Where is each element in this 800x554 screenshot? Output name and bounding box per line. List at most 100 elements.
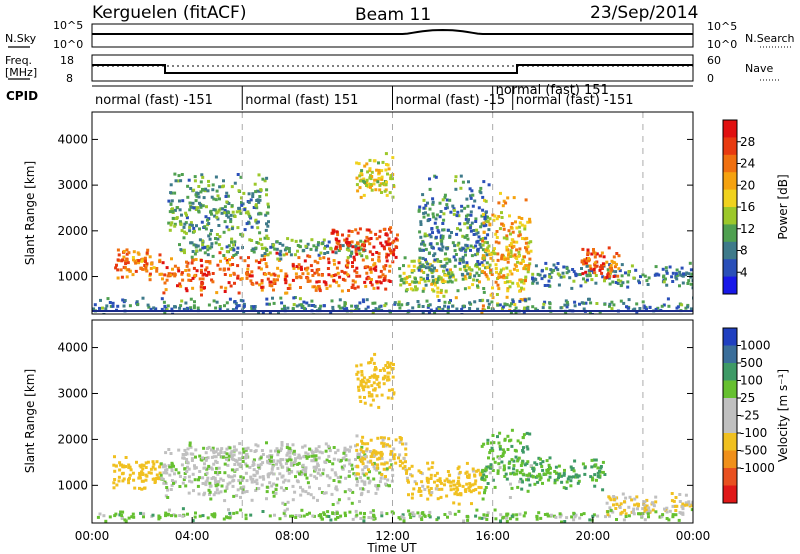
echo-cell (593, 261, 597, 265)
echo-cell (647, 509, 651, 513)
echo-cell (548, 302, 552, 306)
echo-cell (143, 259, 147, 263)
echo-cell (486, 246, 490, 250)
echo-cell (186, 465, 189, 469)
echo-cell (431, 231, 434, 235)
echo-cell (453, 512, 457, 516)
echo-cell (665, 269, 669, 273)
echo-cell (289, 458, 293, 462)
echo-cell (435, 471, 439, 475)
echo-cell (187, 467, 191, 471)
echo-cell (279, 296, 283, 300)
echo-cell (422, 211, 426, 215)
echo-cell (574, 473, 578, 477)
echo-cell (593, 255, 597, 259)
echo-cell (252, 473, 256, 477)
echo-cell (422, 198, 426, 202)
echo-cell (338, 306, 342, 310)
echo-cell (212, 455, 216, 459)
echo-cell (360, 243, 364, 247)
echo-cell (190, 223, 194, 227)
colorbar-swatch (723, 433, 737, 451)
echo-cell (365, 228, 369, 232)
echo-cell (470, 189, 474, 193)
echo-cell (215, 300, 219, 304)
echo-cell (594, 463, 598, 467)
echo-cell (169, 191, 173, 195)
echo-cell (430, 465, 434, 469)
echo-cell (207, 217, 211, 221)
echo-cell (241, 460, 245, 463)
echo-cell (469, 490, 473, 494)
echo-cell (205, 266, 209, 270)
echo-cell (362, 515, 366, 519)
echo-cell (687, 500, 691, 504)
echo-cell (176, 266, 180, 270)
echo-cell (339, 475, 343, 479)
echo-cell (359, 448, 363, 452)
echo-cell (375, 168, 379, 172)
echo-cell (468, 489, 472, 493)
echo-cell (445, 268, 449, 272)
echo-cell (620, 263, 624, 267)
echo-cell (353, 258, 356, 262)
echo-cell (380, 511, 384, 515)
echo-cell (271, 245, 275, 249)
echo-cell (460, 209, 464, 213)
echo-cell (453, 244, 457, 248)
echo-cell (366, 239, 370, 243)
echo-cell (510, 245, 514, 249)
echo-cell (326, 510, 330, 514)
echo-cell (382, 368, 386, 372)
echo-cell (402, 271, 406, 275)
echo-cell (591, 478, 595, 482)
echo-cell (423, 514, 427, 518)
echo-cell (358, 301, 362, 305)
echo-cell (515, 240, 519, 244)
echo-cell (210, 212, 213, 216)
echo-cell (184, 231, 188, 235)
echo-cell (247, 256, 250, 260)
echo-cell (306, 452, 310, 456)
echo-cell (343, 271, 347, 275)
echo-cell (384, 364, 388, 367)
echo-cell (677, 518, 681, 522)
echo-cell (609, 264, 613, 267)
echo-cell (517, 225, 521, 229)
echo-cell (619, 279, 623, 283)
echo-cell (365, 235, 369, 239)
echo-cell (355, 161, 359, 165)
echo-cell (355, 513, 359, 517)
echo-cell (487, 244, 491, 248)
echo-cell (337, 480, 341, 484)
echo-cell (252, 458, 256, 462)
echo-cell (383, 267, 387, 271)
echo-cell (499, 275, 503, 279)
echo-cell (502, 464, 506, 468)
echo-cell (322, 280, 326, 284)
echo-cell (526, 489, 530, 493)
echo-cell (586, 248, 590, 252)
echo-cell (520, 461, 524, 465)
echo-cell (519, 441, 522, 445)
echo-cell (228, 511, 232, 515)
echo-cell (418, 230, 422, 234)
echo-cell (473, 473, 477, 477)
echo-cell (536, 480, 540, 484)
echo-cell (632, 507, 636, 511)
echo-cell (204, 215, 208, 219)
echo-cell (352, 472, 356, 476)
echo-cell (516, 268, 519, 272)
echo-cell (240, 196, 243, 200)
echo-cell (539, 516, 543, 520)
echo-cell (468, 301, 472, 305)
echo-cell (469, 210, 473, 214)
echo-cell (454, 490, 458, 494)
echo-cell (233, 300, 237, 303)
echo-cell (153, 308, 157, 312)
echo-cell (497, 441, 501, 445)
echo-cell (485, 518, 489, 521)
echo-cell (491, 457, 495, 461)
echo-cell (191, 276, 195, 280)
echo-cell (577, 474, 581, 478)
